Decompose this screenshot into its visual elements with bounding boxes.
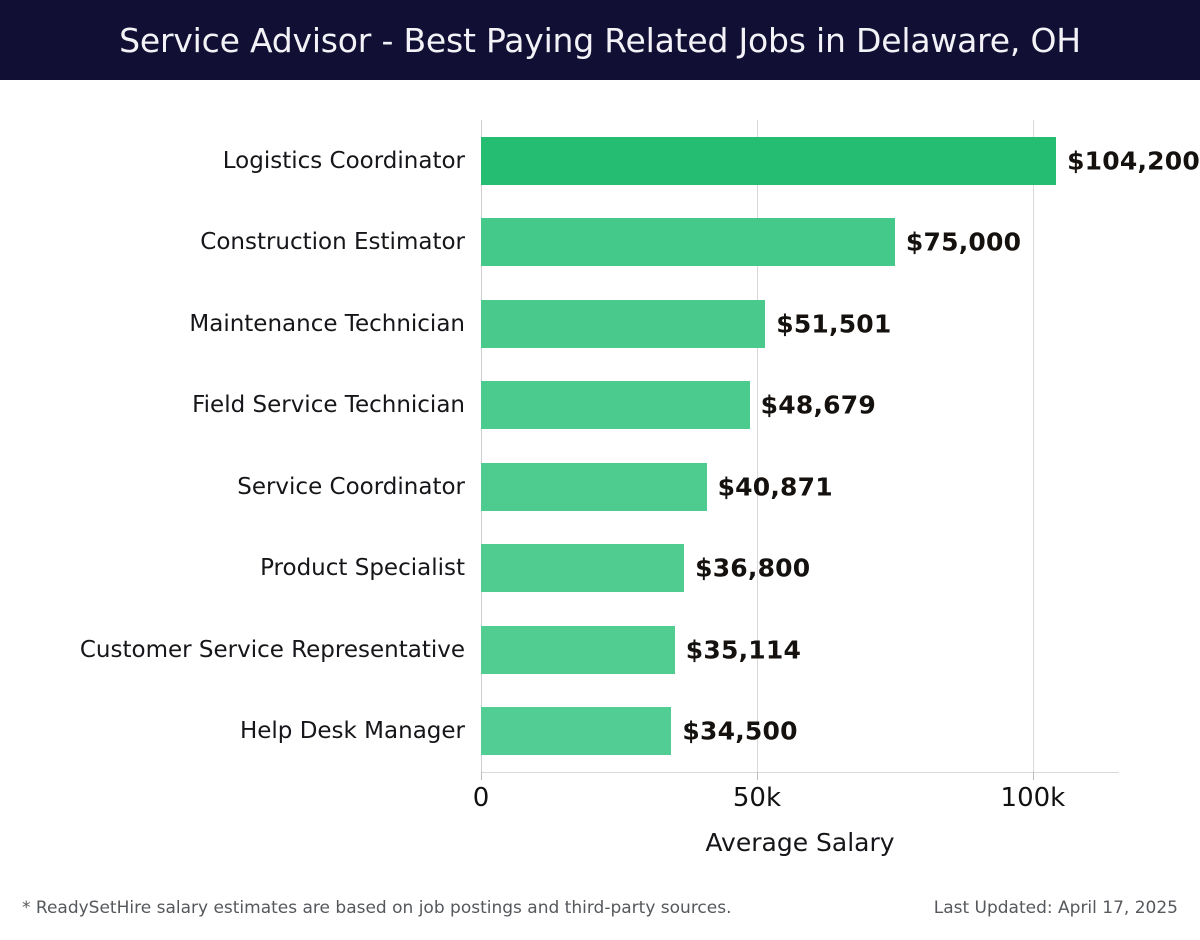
y-axis-category-label: Product Specialist — [260, 555, 465, 582]
bar[interactable] — [481, 136, 1057, 185]
x-gridline — [756, 120, 758, 772]
y-axis-category-label: Construction Estimator — [200, 229, 465, 256]
bar-value-label: $48,679 — [760, 390, 876, 420]
plot-area — [481, 120, 1119, 772]
header-bar: Service Advisor - Best Paying Related Jo… — [0, 0, 1200, 80]
bar-value-label: $51,501 — [776, 309, 892, 339]
x-tick-label: 0 — [472, 783, 490, 813]
y-axis-labels: Logistics Coordinator Construction Estima… — [0, 80, 481, 880]
x-gridline — [1032, 120, 1034, 772]
x-tick-mark — [756, 772, 758, 780]
bar-row[interactable]: $51,501 — [481, 299, 1119, 348]
page-title: Service Advisor - Best Paying Related Jo… — [119, 20, 1081, 60]
x-tick-mark — [481, 772, 482, 780]
bar[interactable] — [481, 218, 895, 267]
x-axis-line — [481, 772, 1119, 773]
bar-chart: Logistics Coordinator Construction Estima… — [0, 80, 1200, 880]
bar[interactable] — [481, 707, 672, 756]
bar-value-label: $40,871 — [717, 472, 833, 502]
bar-value-label: $34,500 — [682, 716, 798, 746]
x-tick-label: 50k — [732, 783, 782, 813]
bar-row[interactable]: $35,114 — [481, 625, 1119, 674]
bar-row[interactable]: $75,000 — [481, 218, 1119, 267]
y-axis-category-label: Help Desk Manager — [239, 718, 465, 745]
x-axis-title: Average Salary — [705, 828, 895, 857]
y-axis-category-label: Service Coordinator — [237, 473, 465, 500]
bar[interactable] — [481, 625, 675, 674]
x-tick-mark — [1032, 772, 1034, 780]
footer-last-updated: Last Updated: April 17, 2025 — [933, 898, 1178, 918]
bar[interactable] — [481, 381, 750, 430]
bar-row[interactable]: $48,679 — [481, 381, 1119, 430]
bar-value-label: $75,000 — [905, 227, 1022, 257]
bar-row[interactable]: $104,200 — [481, 136, 1200, 185]
bar[interactable] — [481, 462, 707, 511]
bar-row[interactable]: $34,500 — [481, 707, 1119, 756]
y-axis-category-label: Logistics Coordinator — [222, 147, 465, 174]
x-tick-label: 100k — [1000, 783, 1066, 813]
y-axis-category-label: Customer Service Representative — [79, 636, 465, 663]
bar-row[interactable]: $36,800 — [481, 544, 1119, 593]
bar-row[interactable]: $40,871 — [481, 462, 1119, 511]
bar-value-label: $35,114 — [685, 635, 802, 665]
x-gridline — [481, 120, 482, 772]
bar-value-label: $36,800 — [695, 553, 811, 583]
y-axis-category-label: Field Service Technician — [192, 392, 465, 419]
bar[interactable] — [481, 544, 685, 593]
y-axis-category-label: Maintenance Technician — [189, 310, 465, 337]
bar-value-label: $104,200 — [1067, 146, 1200, 176]
footer-disclaimer: * ReadySetHire salary estimates are base… — [22, 898, 732, 918]
bar[interactable] — [481, 299, 766, 348]
